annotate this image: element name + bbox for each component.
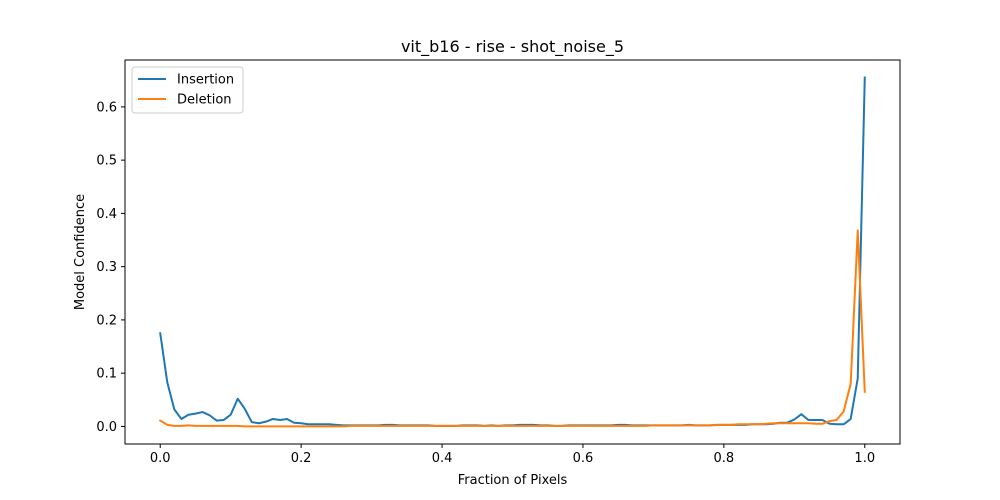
x-tick-label: 0.6	[573, 451, 594, 466]
legend-label-deletion: Deletion	[177, 93, 232, 108]
x-axis-title: Fraction of Pixels	[458, 473, 568, 488]
x-tick-label: 0.2	[291, 451, 312, 466]
x-axis: 0.0 0.2 0.4 0.6 0.8 1.0	[150, 444, 875, 466]
y-tick-label: 0.6	[96, 100, 117, 115]
y-tick-label: 0.3	[96, 260, 117, 275]
y-axis-title: Model Confidence	[73, 194, 88, 310]
y-tick-label: 0.2	[96, 313, 117, 328]
chart-title: vit_b16 - rise - shot_noise_5	[401, 37, 624, 57]
x-tick-label: 1.0	[854, 451, 875, 466]
y-tick-label: 0.1	[96, 367, 117, 382]
legend-label-insertion: Insertion	[177, 73, 234, 88]
y-tick-label: 0.5	[96, 154, 117, 169]
y-axis: 0.0 0.1 0.2 0.3 0.4 0.5 0.6	[96, 100, 125, 435]
y-tick-label: 0.4	[96, 207, 117, 222]
x-tick-label: 0.0	[150, 451, 171, 466]
series-line-deletion	[158, 229, 866, 428]
x-tick-label: 0.8	[714, 451, 735, 466]
legend: Insertion Deletion	[131, 66, 244, 114]
y-tick-label: 0.0	[96, 420, 117, 435]
plot-area-frame	[124, 59, 901, 445]
x-tick-label: 0.4	[432, 451, 453, 466]
series-layer	[158, 76, 866, 428]
